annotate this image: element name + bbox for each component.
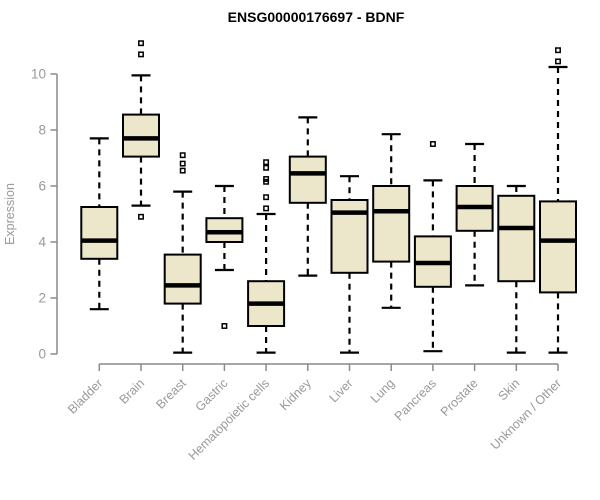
box-breast (163, 152, 202, 354)
iqr-box (497, 194, 536, 283)
iqr-box (163, 253, 202, 305)
outlier-point (263, 164, 270, 171)
y-axis-tick-label: 10 (31, 67, 46, 82)
x-axis-tick-label: Liver (327, 376, 356, 405)
box-liver (330, 175, 369, 354)
outlier-point (263, 178, 270, 185)
outlier-point (263, 159, 270, 166)
x-axis-tick-label: Gastric (193, 376, 231, 414)
x-axis-tick-label: Kidney (277, 376, 314, 413)
outlier-point (179, 152, 186, 159)
x-axis-tick-label: Breast (153, 376, 189, 412)
x-axis-tick-label: Pancreas (392, 376, 439, 423)
outlier-point (221, 323, 228, 329)
y-axis-tick-label: 2 (38, 291, 46, 306)
outlier-point (138, 40, 144, 47)
outlier-point (555, 47, 561, 54)
iqr-box (122, 113, 160, 158)
x-axis-tick-label: Brain (117, 376, 148, 407)
chart-title: ENSG00000176697 - BDNF (228, 9, 405, 25)
iqr-box (539, 200, 577, 294)
y-axis-tick-label: 6 (38, 179, 46, 194)
x-axis-tick-label: Prostate (438, 376, 481, 419)
iqr-box (372, 185, 411, 263)
outlier-point (263, 205, 270, 212)
box-lung (372, 133, 411, 309)
box-pancreas (413, 141, 452, 353)
axes: 0 2 4 6 8 10 Bladder Brain Breast GastricHematopo… (31, 67, 564, 463)
iqr-box (80, 206, 119, 260)
iqr-box (288, 155, 327, 204)
outlier-point (179, 167, 186, 174)
box-gastric (205, 184, 244, 329)
x-axis-tick-label: Unknown / Other (488, 376, 564, 452)
outlier-point (555, 58, 561, 65)
x-axis-tick-label: Lung (368, 376, 398, 406)
box-kidney (288, 116, 327, 277)
box-brain (122, 40, 160, 220)
box-prostate (455, 142, 494, 287)
box-skin (497, 184, 536, 354)
outlier-point (138, 51, 144, 58)
outlier-point (138, 213, 144, 220)
box-unknown-other (539, 47, 577, 354)
x-axis-tick-label: Bladder (65, 376, 105, 416)
box-hematopoietic-cells (247, 159, 286, 354)
boxplot-series (80, 40, 577, 354)
y-axis-tick-label: 4 (38, 235, 46, 250)
box-bladder (80, 137, 119, 311)
x-axis-tick-label: Skin (495, 376, 522, 403)
y-axis-tick-label: 0 (38, 347, 46, 362)
outlier-point (429, 141, 436, 147)
outlier-point (263, 194, 270, 201)
outlier-point (179, 160, 186, 167)
y-axis-label: Expression (3, 183, 17, 245)
x-axis-tick-label: Hematopoietic cells (186, 376, 273, 463)
y-axis-tick-label: 8 (38, 123, 46, 138)
